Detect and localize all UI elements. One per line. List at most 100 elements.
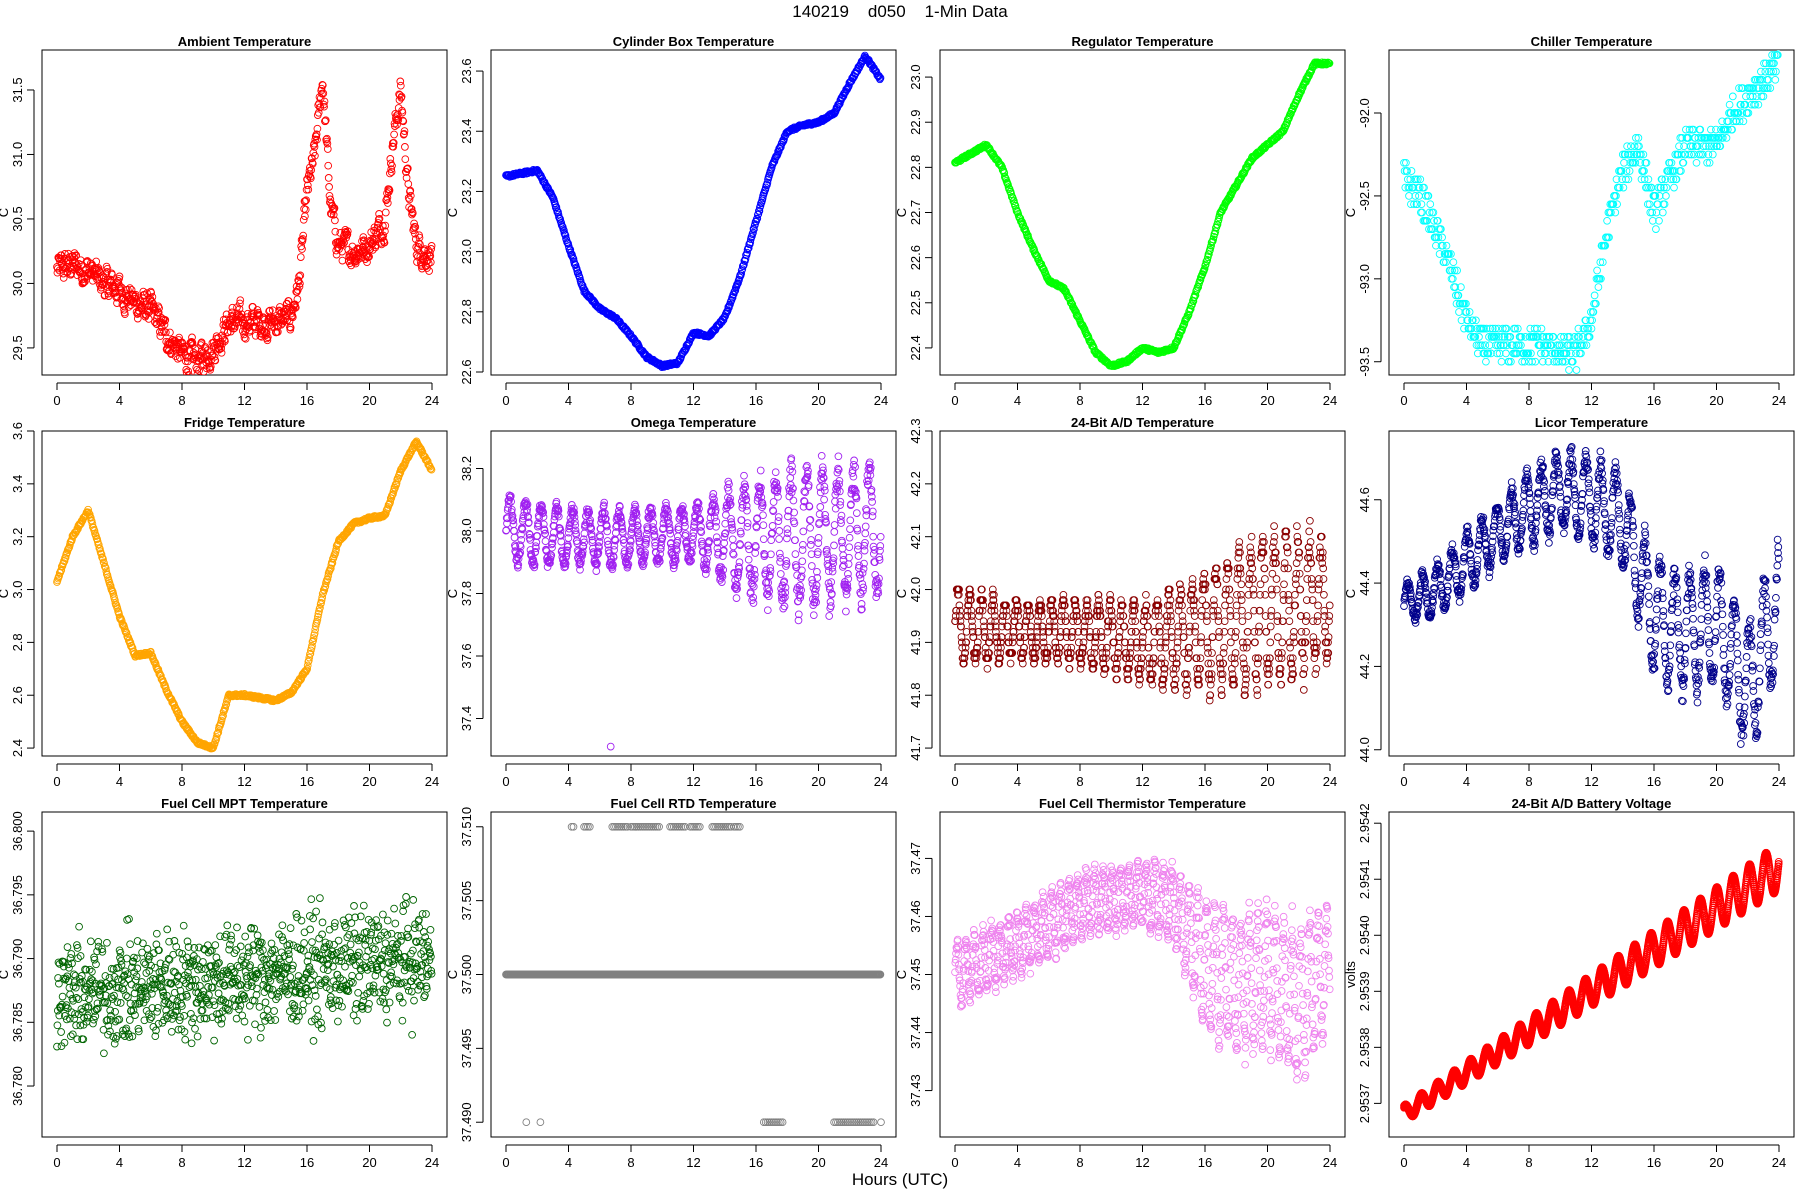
data-point [1497, 357, 1506, 366]
data-point [849, 472, 858, 481]
data-point [845, 533, 854, 542]
data-point [320, 586, 329, 594]
data-point [868, 498, 876, 506]
data-point [794, 610, 803, 619]
data-point [100, 562, 109, 571]
data-point [1620, 158, 1628, 167]
data-point [608, 565, 617, 574]
x-axis-label: Hours (UTC) [851, 1170, 949, 1189]
data-point [742, 502, 751, 510]
data-point [876, 532, 885, 541]
data-point [671, 556, 680, 565]
data-point [680, 518, 689, 527]
data-point [1175, 331, 1184, 340]
data-point [1588, 316, 1596, 325]
x-tick-label: 24 [425, 393, 439, 408]
x-tick-label: 8 [1076, 393, 1083, 408]
data-point [825, 582, 834, 591]
data-point [846, 516, 855, 525]
data-point [803, 473, 812, 481]
y-tick-label: 2.8 [10, 633, 25, 651]
data-point [596, 533, 604, 541]
data-point [331, 227, 340, 236]
data-point [400, 129, 408, 138]
data-point [749, 228, 757, 237]
data-point [394, 116, 403, 124]
data-point [70, 253, 78, 262]
data-point [761, 570, 770, 579]
data-point [1644, 175, 1653, 184]
data-point [161, 328, 170, 337]
data-point [144, 309, 153, 317]
data-point [593, 550, 602, 559]
data-point [674, 525, 683, 534]
x-tick-label: 24 [874, 393, 888, 408]
series-points [53, 77, 436, 375]
data-point [730, 288, 739, 296]
data-point [827, 578, 836, 586]
y-tick-label: 31.0 [10, 142, 25, 167]
data-point [554, 506, 563, 515]
data-point [592, 567, 601, 575]
data-point [1655, 216, 1663, 225]
data-point [1584, 324, 1593, 333]
data-point [396, 81, 405, 90]
data-point [829, 559, 838, 568]
data-point [1741, 100, 1750, 109]
data-point [710, 495, 718, 504]
data-point [1544, 357, 1553, 366]
data-point [1492, 333, 1501, 341]
data-point [115, 610, 123, 619]
data-point [660, 515, 669, 523]
y-tick-label: 23.4 [459, 119, 474, 144]
data-point [854, 552, 863, 560]
x-tick-label: 12 [1135, 393, 1149, 408]
data-point [1480, 349, 1489, 358]
data-point [733, 585, 741, 593]
data-point [343, 230, 352, 239]
data-point [859, 564, 868, 573]
data-point [774, 517, 783, 525]
data-point [143, 289, 151, 297]
data-point [746, 564, 754, 572]
data-point [1553, 341, 1561, 350]
data-point [1453, 266, 1461, 275]
data-point [854, 541, 863, 550]
data-point [955, 585, 963, 594]
data-point [837, 519, 845, 527]
data-point [410, 219, 418, 228]
data-point [831, 504, 840, 513]
data-point [1565, 366, 1573, 374]
data-point [775, 549, 784, 558]
series-points [1400, 50, 1782, 374]
data-point [1500, 341, 1508, 350]
y-axis-label: C [1343, 208, 1358, 217]
data-point [546, 559, 554, 567]
data-point [836, 501, 844, 509]
data-point [90, 527, 99, 535]
data-point [1543, 341, 1552, 350]
data-point [1537, 324, 1546, 333]
data-point [315, 607, 323, 616]
data-point [1502, 324, 1511, 333]
data-point [861, 522, 870, 531]
data-point [1698, 150, 1707, 159]
data-point [868, 507, 877, 516]
data-point [316, 603, 324, 612]
data-point [1715, 134, 1723, 142]
data-point [313, 124, 322, 133]
data-point [297, 236, 306, 244]
data-point [1437, 225, 1445, 233]
y-tick-label: 42.3 [908, 418, 923, 443]
data-point [1486, 324, 1495, 333]
data-point [571, 517, 579, 526]
data-point [1502, 349, 1510, 358]
data-point [1761, 67, 1770, 76]
data-point [570, 508, 579, 517]
data-point [834, 101, 843, 109]
data-point [1411, 192, 1420, 200]
data-point [806, 515, 815, 524]
data-point [665, 523, 674, 532]
data-point [1488, 324, 1497, 333]
data-point [560, 563, 569, 572]
